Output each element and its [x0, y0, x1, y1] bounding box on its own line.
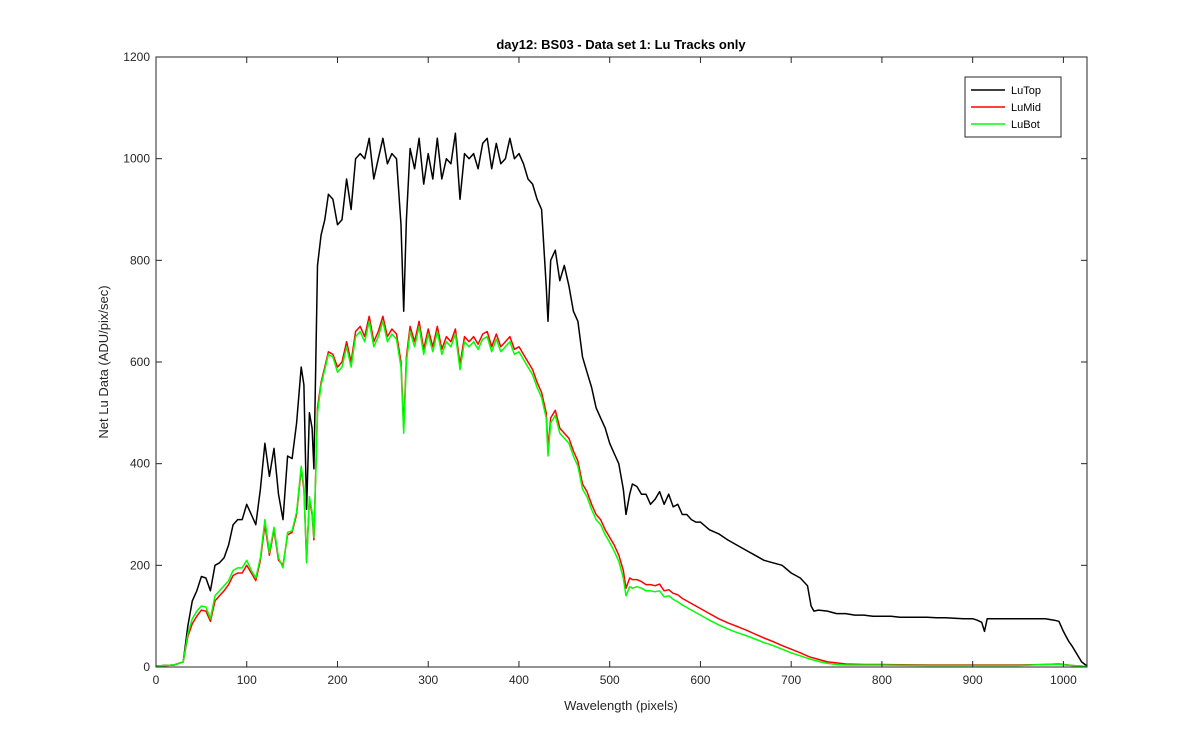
x-tick-label: 900 [963, 673, 983, 687]
legend: LuTop LuMid LuBot [964, 76, 1062, 138]
x-tick-label: 200 [327, 673, 347, 687]
y-tick-label: 1200 [123, 50, 150, 64]
x-tick-label: 500 [600, 673, 620, 687]
chart-title: day12: BS03 - Data set 1: Lu Tracks only [496, 37, 746, 52]
y-tick-label: 0 [143, 660, 150, 674]
y-tick-label: 400 [130, 457, 150, 471]
x-tick-label: 1000 [1050, 673, 1077, 687]
x-axis-label: Wavelength (pixels) [564, 698, 678, 713]
y-tick-label: 1000 [123, 152, 150, 166]
plot-area-background [156, 57, 1087, 667]
series-layer [155, 132, 1088, 668]
y-tick-label: 200 [130, 558, 150, 572]
x-tick-label: 700 [781, 673, 801, 687]
x-tick-label: 800 [872, 673, 892, 687]
series-line-lutop [155, 132, 1088, 667]
legend-label-lubot: LuBot [1011, 119, 1040, 131]
ticks-layer: 0 100 200 300 400 500 600 700 800 900 1000 0 200 400 6… [123, 50, 1087, 687]
y-tick-label: 800 [130, 253, 150, 267]
series-line-lubot [155, 320, 1088, 668]
y-axis-label: Net Lu Data (ADU/pix/sec) [96, 285, 111, 438]
x-tick-label: 400 [509, 673, 529, 687]
y-tick-label: 600 [130, 355, 150, 369]
legend-label-lutop: LuTop [1011, 85, 1041, 97]
x-tick-label: 0 [153, 673, 160, 687]
x-tick-label: 300 [418, 673, 438, 687]
x-tick-label: 100 [237, 673, 257, 687]
x-tick-label: 600 [690, 673, 710, 687]
legend-label-lumid: LuMid [1011, 102, 1041, 114]
